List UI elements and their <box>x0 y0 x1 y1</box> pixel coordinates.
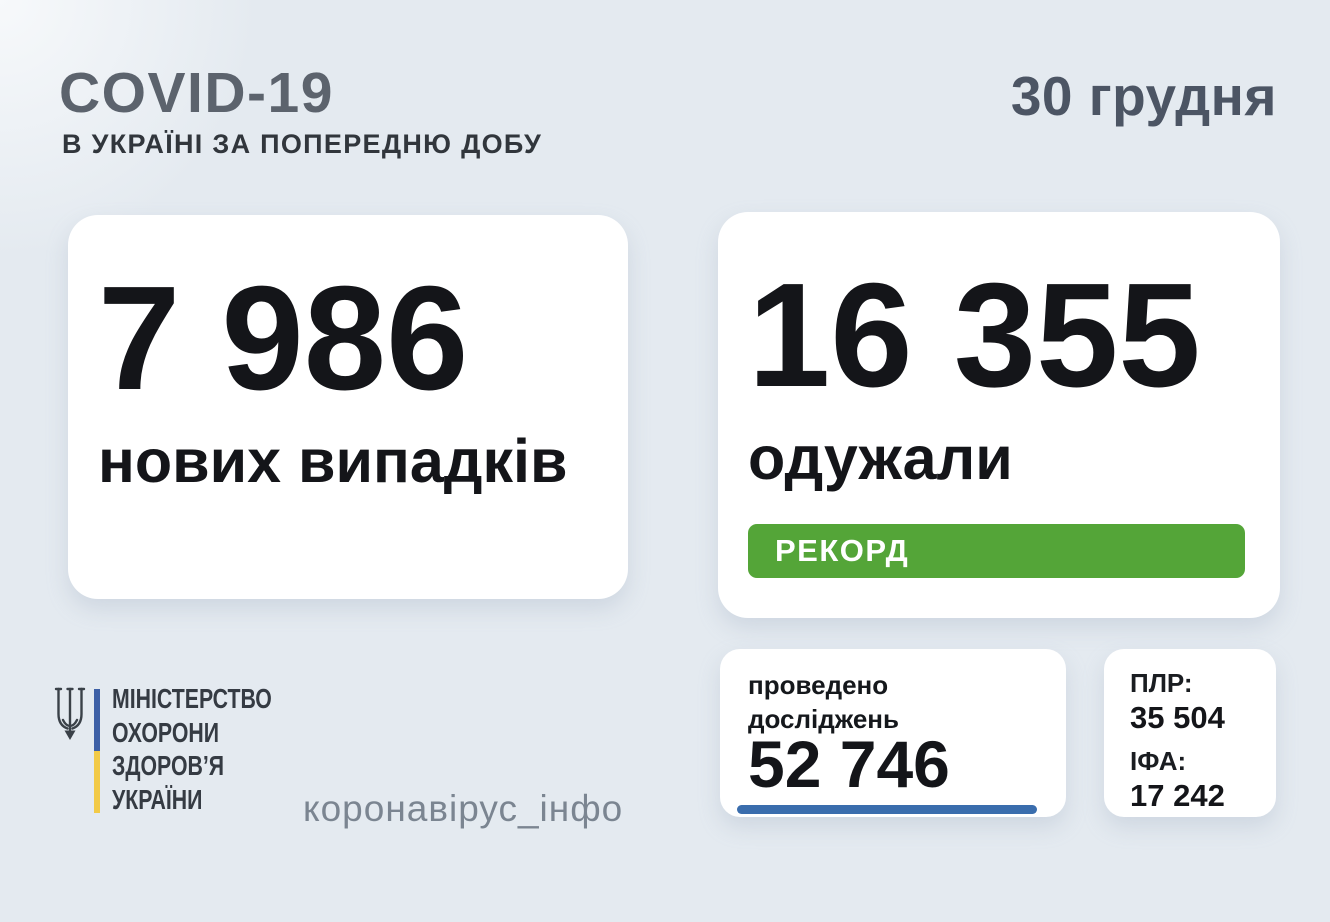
channel-name: коронавірус_інфо <box>303 788 624 829</box>
recovered-card: 16 355 одужали РЕКОРД <box>718 212 1280 618</box>
elisa-label: ІФА: <box>1130 746 1187 777</box>
pcr-value: 35 504 <box>1130 699 1225 735</box>
page-title: COVID-19 <box>59 61 334 125</box>
ministry-line: ОХОРОНИ <box>112 716 220 748</box>
ministry-logo-text: МІНІСТЕРСТВО ОХОРОНИ ЗДОРОВ’Я УКРАЇНИ <box>112 682 272 816</box>
flag-blue-segment <box>94 689 100 751</box>
tests-card: проведено досліджень 52 746 <box>720 649 1066 817</box>
elisa-value: 17 242 <box>1130 777 1225 813</box>
tests-underline-bar <box>737 805 1037 814</box>
record-badge: РЕКОРД <box>748 524 1245 578</box>
ministry-line: МІНІСТЕРСТВО <box>112 683 272 714</box>
page-subtitle: В УКРАЇНІ ЗА ПОПЕРЕДНЮ ДОБУ <box>62 129 543 159</box>
tests-label: проведено досліджень <box>748 670 899 735</box>
ministry-line: ЗДОРОВ’Я <box>112 750 225 781</box>
record-badge-label: РЕКОРД <box>775 533 910 568</box>
test-types-card: ПЛР: 35 504 ІФА: 17 242 <box>1104 649 1276 817</box>
report-date: 30 грудня <box>1010 65 1277 127</box>
ministry-line: УКРАЇНИ <box>112 783 203 815</box>
recovered-value: 16 355 <box>748 253 1201 418</box>
pcr-label: ПЛР: <box>1130 668 1193 698</box>
flag-divider <box>94 689 100 813</box>
new-cases-card: 7 986 нових випадків <box>68 215 628 599</box>
trident-icon <box>54 687 86 740</box>
tests-value: 52 746 <box>748 727 950 801</box>
new-cases-label: нових випадків <box>98 427 568 495</box>
recovered-label: одужали <box>748 424 1013 492</box>
new-cases-value: 7 986 <box>98 256 469 421</box>
flag-yellow-segment <box>94 751 100 813</box>
